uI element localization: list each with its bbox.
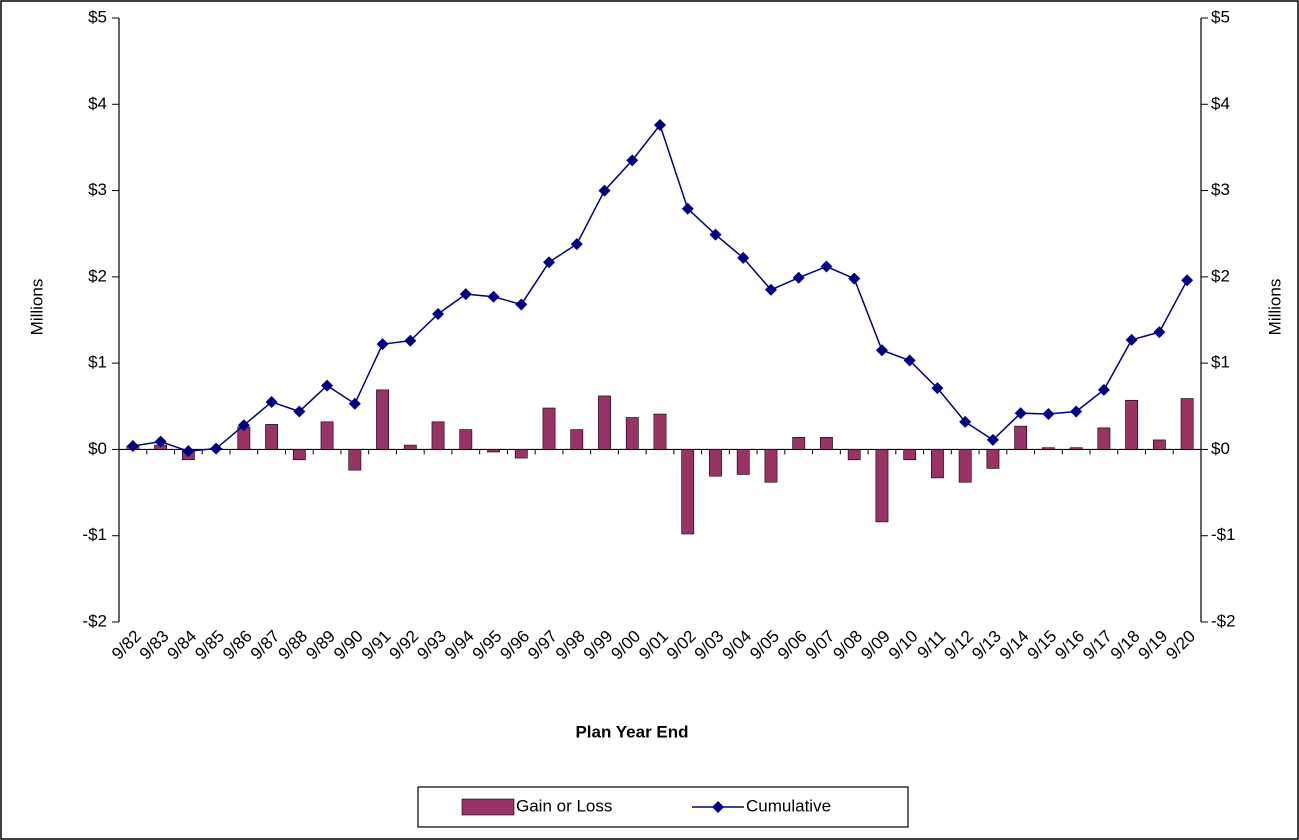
bar bbox=[598, 395, 611, 450]
y2-axis-label: Millions bbox=[1265, 279, 1284, 336]
line-marker bbox=[848, 272, 861, 285]
bar bbox=[681, 449, 695, 535]
y-tick-label: $5 bbox=[88, 7, 107, 26]
bar bbox=[625, 417, 639, 450]
bar bbox=[820, 437, 833, 450]
bar bbox=[903, 449, 917, 461]
line-marker bbox=[709, 228, 722, 241]
bar bbox=[542, 407, 556, 450]
bar bbox=[764, 449, 778, 483]
bar bbox=[931, 449, 944, 479]
y-tick-label: $2 bbox=[88, 266, 107, 285]
bar bbox=[403, 444, 417, 450]
line-marker bbox=[432, 307, 445, 320]
legend-marker bbox=[712, 801, 724, 813]
line-marker bbox=[626, 154, 639, 167]
y2-tick-label: $5 bbox=[1211, 7, 1230, 26]
bar bbox=[487, 449, 500, 453]
y2-tick-label: $0 bbox=[1211, 439, 1230, 458]
line-marker bbox=[598, 184, 611, 197]
line-marker bbox=[654, 118, 666, 131]
bar bbox=[514, 449, 528, 459]
y2-tick-label: $4 bbox=[1211, 94, 1230, 113]
line-marker bbox=[293, 405, 306, 418]
line-marker bbox=[543, 256, 556, 269]
y-tick-label: $1 bbox=[88, 353, 107, 372]
line-marker bbox=[265, 395, 278, 408]
bar bbox=[847, 449, 861, 461]
y2-tick-label: -$1 bbox=[1211, 525, 1236, 544]
bar bbox=[320, 421, 334, 450]
y2-tick-label: $3 bbox=[1211, 180, 1230, 199]
bar bbox=[958, 449, 972, 483]
line-marker bbox=[1153, 326, 1166, 339]
line-marker bbox=[487, 290, 500, 303]
line-marker bbox=[820, 260, 833, 273]
line-marker bbox=[570, 238, 583, 251]
bar bbox=[459, 429, 473, 450]
bar bbox=[736, 449, 750, 475]
bar bbox=[1014, 425, 1028, 450]
line-marker bbox=[959, 415, 972, 428]
line-marker bbox=[1181, 274, 1194, 287]
line-marker bbox=[681, 202, 694, 215]
line-marker bbox=[348, 397, 361, 410]
bar bbox=[431, 421, 445, 450]
line-marker bbox=[237, 419, 250, 432]
line-marker bbox=[875, 344, 888, 357]
x-axis-label: Plan Year End bbox=[575, 722, 688, 741]
line-marker bbox=[459, 288, 472, 301]
legend-label: Gain or Loss bbox=[516, 796, 612, 815]
line-marker bbox=[1125, 333, 1138, 346]
line-marker bbox=[737, 251, 750, 264]
y-tick-label: $3 bbox=[88, 180, 107, 199]
y2-tick-label: -$2 bbox=[1211, 611, 1236, 630]
line-marker bbox=[1042, 408, 1055, 421]
y-tick-label: -$1 bbox=[82, 525, 107, 544]
bar bbox=[1152, 439, 1166, 450]
line-marker bbox=[986, 433, 999, 446]
y-tick-label: $4 bbox=[88, 94, 107, 113]
y-axis-label: Millions bbox=[27, 279, 46, 336]
line-marker bbox=[321, 379, 334, 392]
bar bbox=[348, 449, 362, 471]
line-marker bbox=[210, 442, 223, 455]
y-tick-label: -$2 bbox=[82, 611, 107, 630]
bar bbox=[1180, 398, 1194, 450]
bar bbox=[570, 429, 584, 450]
y2-tick-label: $1 bbox=[1211, 353, 1230, 372]
line-marker bbox=[1070, 405, 1083, 418]
bar bbox=[265, 424, 278, 450]
bar bbox=[1125, 399, 1139, 450]
line-marker bbox=[931, 382, 944, 395]
bar bbox=[376, 389, 389, 450]
bar bbox=[986, 449, 1000, 469]
bar bbox=[792, 437, 806, 450]
bar bbox=[1042, 447, 1055, 450]
line-marker bbox=[126, 439, 139, 452]
line-marker bbox=[764, 283, 777, 296]
line-marker bbox=[903, 354, 916, 367]
line-marker bbox=[182, 445, 195, 458]
line-marker bbox=[1097, 383, 1110, 396]
bar bbox=[875, 449, 889, 523]
y-tick-label: $0 bbox=[88, 439, 107, 458]
line-marker bbox=[376, 338, 389, 351]
line-marker bbox=[404, 334, 417, 347]
bar bbox=[709, 449, 722, 477]
y2-tick-label: $2 bbox=[1211, 266, 1230, 285]
line-marker bbox=[515, 298, 528, 311]
bar bbox=[292, 449, 306, 461]
legend-swatch bbox=[461, 798, 515, 816]
line-marker bbox=[792, 271, 805, 284]
bar bbox=[1069, 447, 1083, 450]
line-marker bbox=[1014, 407, 1027, 420]
bar bbox=[1097, 427, 1111, 450]
legend-label: Cumulative bbox=[746, 796, 831, 815]
line-marker bbox=[154, 435, 167, 448]
bar bbox=[653, 413, 667, 450]
